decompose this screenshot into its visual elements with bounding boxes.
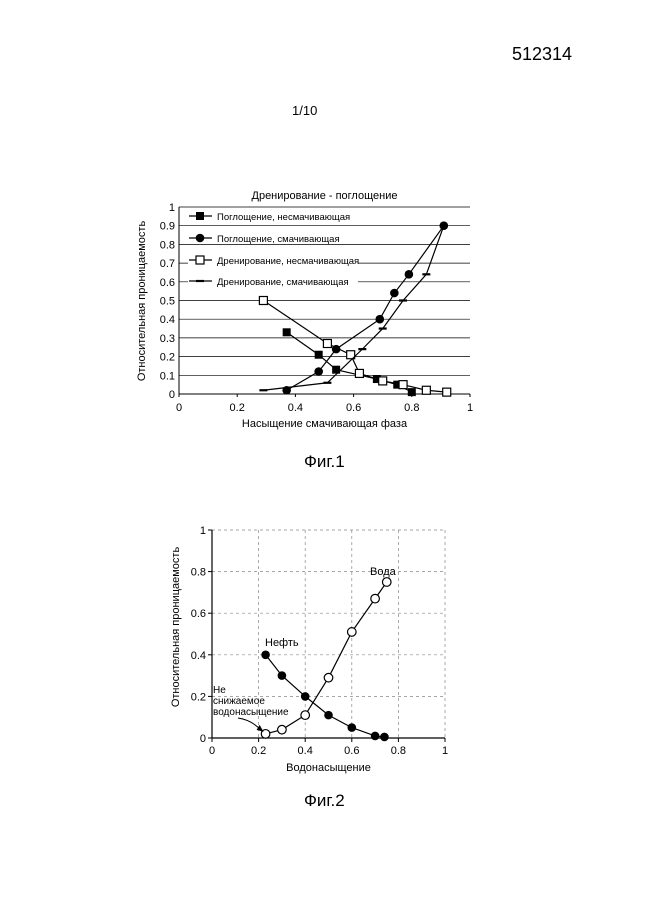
annotation-text: водонасыщение (213, 707, 289, 718)
data-point (380, 733, 389, 742)
data-point (301, 711, 310, 720)
x-tick-label: 0.2 (251, 745, 266, 757)
x-axis-label: Водонасыщение (286, 762, 371, 774)
x-tick-label: 0.8 (391, 745, 406, 757)
data-point (382, 578, 391, 587)
x-tick-label: 0 (209, 745, 215, 757)
data-point (324, 673, 333, 682)
data-point (278, 671, 287, 680)
data-point (371, 594, 380, 603)
series-label: Нефть (265, 637, 299, 649)
data-point (301, 692, 310, 701)
data-point (348, 723, 357, 732)
y-tick-label: 1 (200, 525, 206, 537)
y-axis-label: Относительная проницаемость (170, 547, 182, 708)
series-label: Вода (370, 566, 397, 578)
annotation-text: Не (213, 685, 226, 696)
figure-2-caption: Фиг.2 (304, 791, 345, 811)
y-tick-label: 0.8 (191, 567, 206, 579)
y-tick-label: 0.2 (191, 691, 206, 703)
x-tick-label: 0.4 (298, 745, 313, 757)
data-point (278, 725, 287, 734)
data-point (261, 651, 270, 660)
x-tick-label: 0.6 (344, 745, 359, 757)
data-point (324, 711, 333, 720)
figure-1-caption: Фиг.1 (304, 452, 345, 472)
data-point (371, 732, 380, 741)
annotation-text: снижаемое (213, 696, 265, 707)
annotation: Неснижаемоеводонасыщение (213, 685, 289, 732)
x-tick-label: 1 (442, 745, 448, 757)
y-tick-label: 0.4 (191, 650, 206, 662)
data-point (348, 628, 357, 637)
y-tick-label: 0.6 (191, 608, 206, 620)
y-tick-label: 0 (200, 733, 206, 745)
series-line (266, 655, 385, 737)
arrow-head (257, 725, 264, 732)
